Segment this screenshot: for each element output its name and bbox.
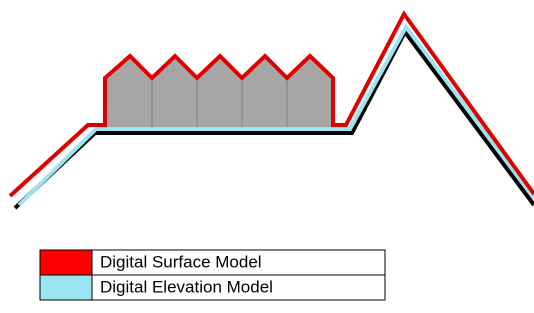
diagram: Digital Surface Model Digital Elevation … (0, 0, 534, 313)
legend-label: Digital Surface Model (100, 252, 262, 271)
legend: Digital Surface Model Digital Elevation … (40, 250, 385, 300)
legend-swatch (40, 250, 92, 275)
legend-label: Digital Elevation Model (100, 277, 273, 296)
legend-swatch (40, 275, 92, 300)
